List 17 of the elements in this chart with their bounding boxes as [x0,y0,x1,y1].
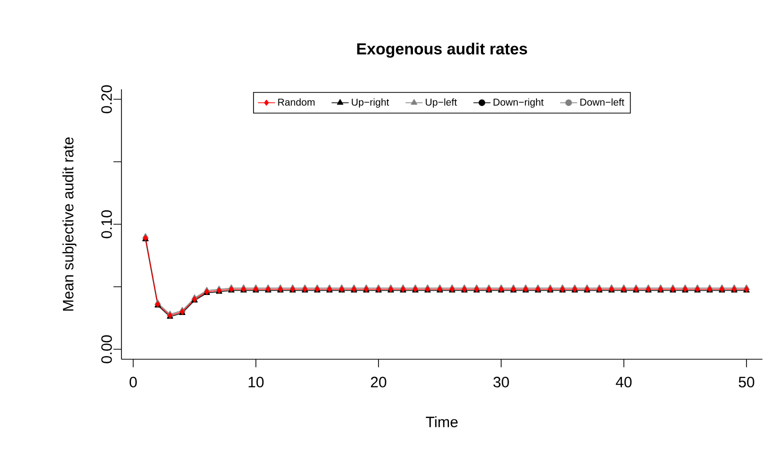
legend-label: Down−right [494,98,544,108]
y-tick-label: 0.10 [101,210,112,238]
x-axis-title: Time [426,416,458,428]
legend-label: Random [278,98,315,106]
y-tick-label: 0.00 [101,335,112,364]
y-tick-label: 0.20 [101,85,112,114]
x-tick-label: 0 [130,376,137,388]
legend-label: Up−right [352,98,390,108]
legend-label: Up−left [426,98,457,108]
x-tick-label: 50 [738,376,754,388]
chart-title: Exogenous audit rates [357,42,528,58]
x-tick-label: 40 [616,376,632,388]
x-tick-label: 10 [248,376,264,388]
x-tick-label: 30 [493,376,509,388]
y-axis-title: Mean subjective audit rate [62,137,76,311]
x-tick-label: 20 [370,376,386,388]
legend-label: Down−left [580,98,624,106]
